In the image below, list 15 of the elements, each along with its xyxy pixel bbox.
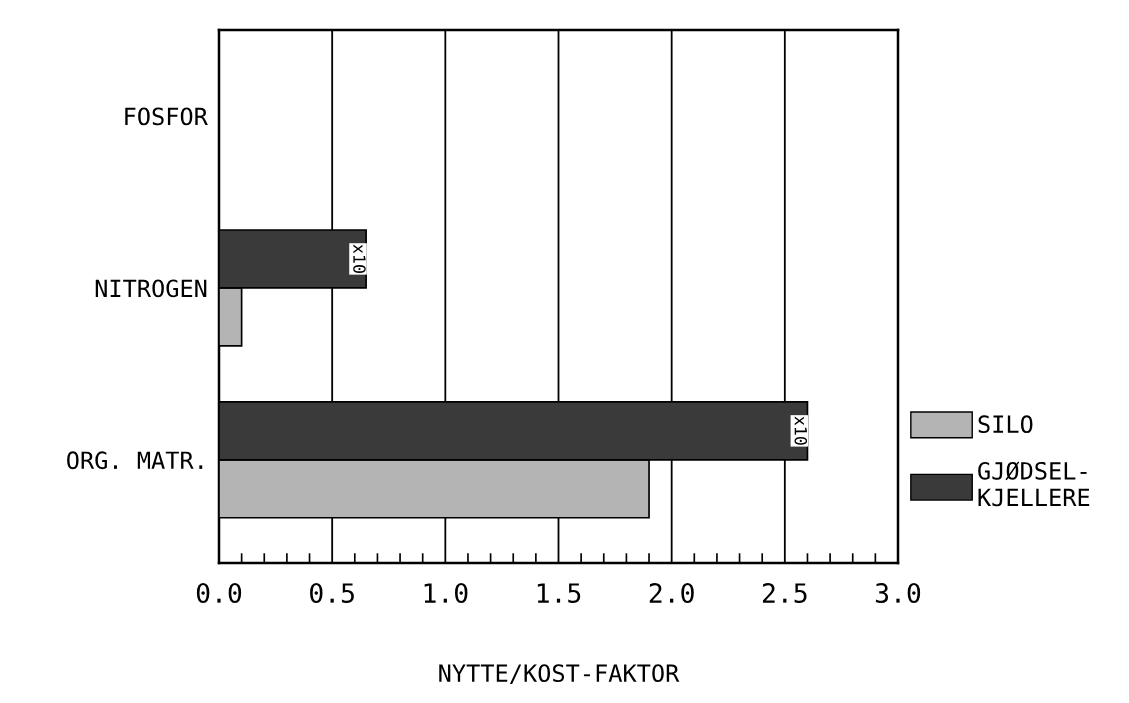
x-tick-label: 1.5 [537,583,581,604]
y-tick-label: FOSFOR [125,107,208,126]
x-tick-label: 2.0 [649,583,694,604]
x-tick-label: 0.0 [196,583,242,604]
y-tick-label: NITROGEN [95,279,207,298]
x-tick-label: 1.0 [424,583,468,604]
x-tick-label: 3.0 [875,583,921,604]
legend-label: GJØDSEL- KJELLERE [978,461,1090,507]
annotation: x10 [353,244,366,273]
x-tick-label: 0.5 [310,583,354,604]
x-axis-title: NYTTE/KOST-FAKTOR [439,664,680,684]
y-tick-label: ORG. MATR. [67,451,203,470]
annotation: x10 [794,416,808,445]
x-tick-label: 2.5 [762,583,807,604]
legend-label: SILO [978,415,1033,434]
